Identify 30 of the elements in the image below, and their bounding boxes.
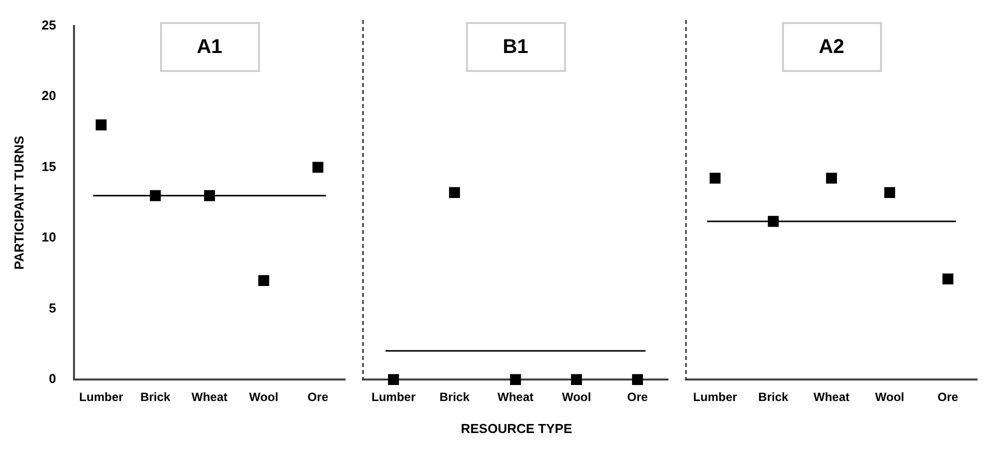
y-axis-title: PARTICIPANT TURNS	[11, 135, 26, 270]
x-tick-label: Brick	[758, 390, 789, 404]
point	[312, 162, 324, 173]
x-tick-label: Lumber	[371, 390, 416, 404]
x-tick-label: Ore	[627, 390, 648, 404]
x-tick-label: Lumber	[693, 390, 738, 404]
x-tick-label: Wool	[562, 390, 592, 404]
point	[942, 273, 954, 284]
x-tick-label: Wool	[249, 390, 278, 404]
y-tick-label: 0	[48, 371, 56, 386]
point	[258, 275, 270, 286]
point	[96, 119, 107, 130]
x-tick-label: Wool	[875, 390, 904, 404]
x-tick-label: Ore	[308, 390, 329, 404]
x-tick-label: Wheat	[814, 390, 850, 404]
point	[884, 187, 896, 198]
x-tick-label: Brick	[439, 390, 470, 404]
x-tick-label: Wheat	[498, 390, 534, 404]
x-tick-label: Lumber	[79, 390, 124, 404]
y-tick-label: 25	[42, 17, 56, 32]
y-tick-label: 10	[42, 230, 56, 245]
y-tick-label: 20	[42, 88, 56, 104]
point	[710, 172, 721, 184]
point	[826, 172, 837, 184]
x-tick-label: Brick	[140, 390, 171, 404]
x-tick-label: Ore	[938, 390, 959, 404]
y-tick-label: 15	[42, 158, 56, 174]
x-axis-title: RESOURCE TYPE	[460, 420, 574, 438]
y-tick-label: 5	[48, 300, 56, 316]
x-tick-label: Wheat	[192, 390, 228, 404]
